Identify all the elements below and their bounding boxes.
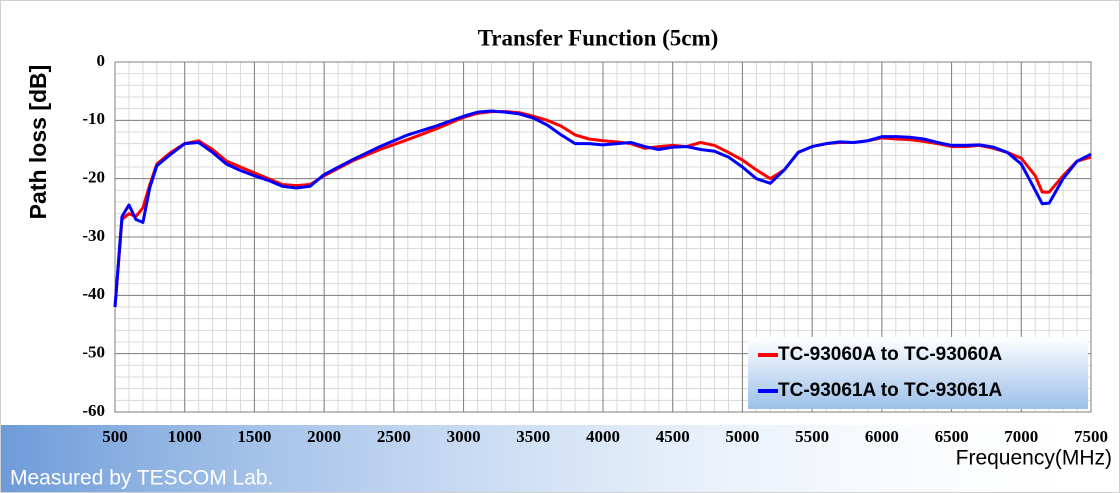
x-tick-label: 5000 <box>725 427 759 446</box>
x-tick-label: 2000 <box>307 427 341 446</box>
x-tick-label: 500 <box>102 427 128 446</box>
chart-title: Transfer Function (5cm) <box>478 25 719 50</box>
y-axis-label: Path loss [dB] <box>25 65 51 220</box>
y-tick-label: 0 <box>97 51 106 70</box>
x-tick-label: 5500 <box>795 427 829 446</box>
y-tick-label: -50 <box>82 343 105 362</box>
x-tick-label: 4500 <box>656 427 690 446</box>
line-series <box>113 109 1092 308</box>
legend-label: TC-93060A to TC-93060A <box>778 344 1002 365</box>
x-tick-label: 1500 <box>237 427 271 446</box>
x-axis-label: Frequency(MHz) <box>956 447 1112 470</box>
y-tick-label: -60 <box>82 401 105 420</box>
x-tick-label: 1000 <box>168 427 202 446</box>
legend-label: TC-93061A to TC-93061A <box>778 380 1002 401</box>
x-tick-label: 2500 <box>377 427 411 446</box>
y-tick-label: -10 <box>82 109 105 128</box>
footer-band <box>0 425 1120 493</box>
x-tick-label: 6000 <box>865 427 899 446</box>
x-tick-label: 6500 <box>935 427 969 446</box>
y-tick-label: -40 <box>82 284 105 303</box>
annotation: Measured by TESCOM Lab. <box>10 467 273 490</box>
plot-border <box>114 61 1092 413</box>
y-tick-label: -30 <box>82 226 105 245</box>
x-tick-label: 7000 <box>1004 427 1038 446</box>
y-tick-label: -20 <box>82 168 105 187</box>
x-tick-label: 3500 <box>516 427 550 446</box>
legend-box <box>748 337 1088 409</box>
x-tick-label: 4000 <box>586 427 620 446</box>
x-tick-label: 7500 <box>1074 427 1108 446</box>
x-tick-label: 3000 <box>447 427 481 446</box>
